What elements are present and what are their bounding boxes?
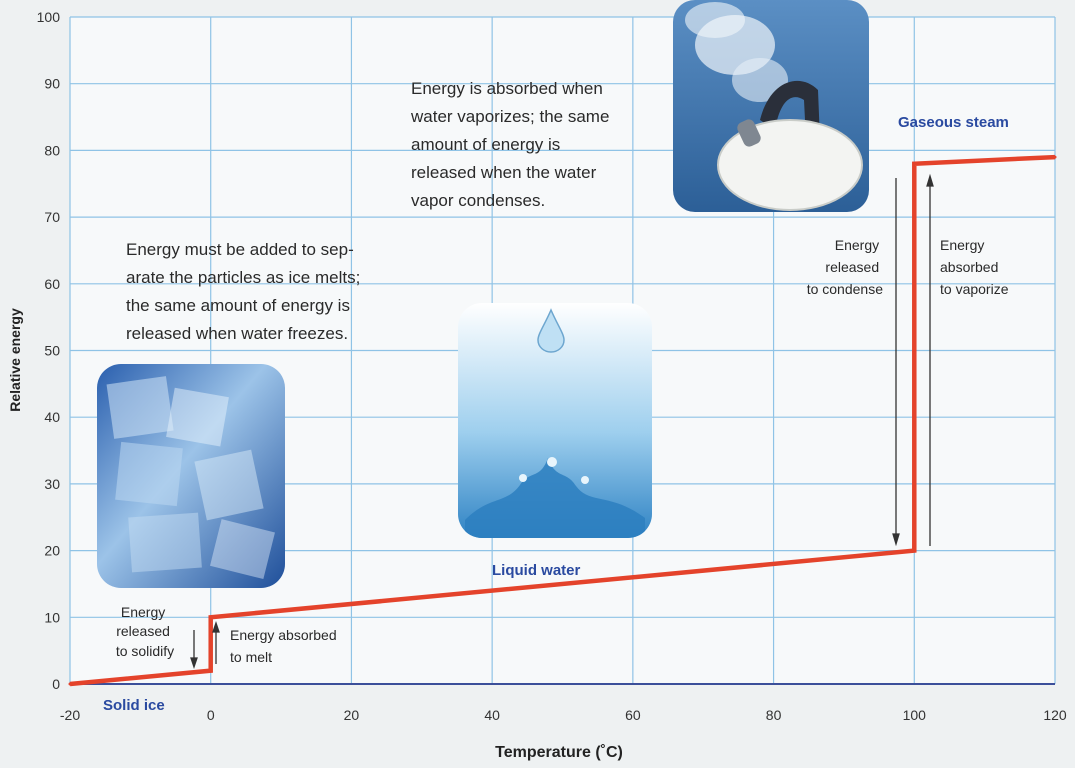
y-tick-labels: 0 10 20 30 40 50 60 70 80 90 100 xyxy=(37,9,61,692)
annotation-line: Energy xyxy=(940,237,984,253)
annotation-line: vapor condenses. xyxy=(411,191,545,210)
kettle-photo xyxy=(673,0,869,212)
annotation-line: to melt xyxy=(230,649,272,665)
x-tick-label: 100 xyxy=(903,707,927,723)
y-tick-label: 20 xyxy=(44,543,60,559)
annotation-line: to condense xyxy=(807,281,883,297)
y-tick-label: 80 xyxy=(44,142,60,158)
x-tick-label: 120 xyxy=(1043,707,1067,723)
ice-cubes-photo xyxy=(97,364,285,588)
annotation-released-condense: Energy released to condense xyxy=(807,237,883,297)
annotation-melt: Energy must be added to sep- arate the p… xyxy=(126,240,365,343)
annotation-line: Energy is absorbed when xyxy=(411,79,603,98)
data-point xyxy=(209,615,213,619)
x-tick-label: -20 xyxy=(60,707,80,723)
x-axis-title: Temperature (˚C) xyxy=(495,744,623,761)
annotation-line: released xyxy=(825,259,879,275)
x-tick-label: 60 xyxy=(625,707,641,723)
annotation-line: to vaporize xyxy=(940,281,1009,297)
y-axis-title: Relative energy xyxy=(7,308,23,412)
water-drop-photo xyxy=(458,303,652,538)
y-tick-label: 90 xyxy=(44,76,60,92)
annotation-line: Energy xyxy=(121,604,165,620)
annotation-absorbed-vaporize: Energy absorbed to vaporize xyxy=(940,237,1009,297)
arrow-solidify-head xyxy=(190,657,198,670)
annotation-released-solidify: Energy released to solidify xyxy=(116,604,174,659)
annotation-line: water vaporizes; the same xyxy=(410,107,609,126)
annotation-line: Energy must be added to sep- xyxy=(126,240,354,259)
annotation-line: amount of energy is xyxy=(411,135,560,154)
annotation-line: arate the particles as ice melts; xyxy=(126,268,360,287)
annotation-line: released xyxy=(116,623,170,639)
data-point xyxy=(209,669,213,673)
phase-label-liquid: Liquid water xyxy=(492,562,581,579)
y-tick-label: 70 xyxy=(44,209,60,225)
y-tick-label: 60 xyxy=(44,276,60,292)
x-tick-label: 20 xyxy=(344,707,360,723)
data-point xyxy=(1053,155,1057,159)
arrow-melt-head xyxy=(212,620,220,633)
annotation-line: released when water freezes. xyxy=(126,324,348,343)
data-point xyxy=(68,682,72,686)
series-layer xyxy=(68,154,1057,687)
y-tick-label: 100 xyxy=(37,9,61,25)
arrows xyxy=(190,173,934,670)
annotation-line: the same amount of energy is xyxy=(126,296,350,315)
phase-label-gas: Gaseous steam xyxy=(898,114,1009,131)
annotation-line: to solidify xyxy=(116,643,174,659)
x-tick-labels: -20 0 20 40 60 80 100 120 xyxy=(60,707,1067,723)
x-tick-label: 40 xyxy=(484,707,500,723)
data-point xyxy=(912,549,916,553)
y-tick-label: 30 xyxy=(44,476,60,492)
phase-label-solid: Solid ice xyxy=(103,697,165,714)
x-tick-label: 80 xyxy=(766,707,782,723)
annotation-line: absorbed xyxy=(940,259,998,275)
y-tick-label: 10 xyxy=(44,609,60,625)
y-tick-label: 50 xyxy=(44,343,60,359)
y-tick-label: 0 xyxy=(52,676,60,692)
arrow-vaporize-head xyxy=(926,173,934,187)
annotation-vaporize: Energy is absorbed when water vaporizes;… xyxy=(410,79,614,210)
x-tick-label: 0 xyxy=(207,707,215,723)
y-tick-label: 40 xyxy=(44,409,60,425)
arrow-condense-head xyxy=(892,533,900,547)
annotation-line: Energy xyxy=(835,237,879,253)
series-line xyxy=(69,154,1056,687)
annotation-line: released when the water xyxy=(411,163,597,182)
annotation-absorbed-melt: Energy absorbed to melt xyxy=(230,627,341,665)
annotation-line: Energy absorbed xyxy=(230,627,337,643)
data-point xyxy=(912,162,916,166)
